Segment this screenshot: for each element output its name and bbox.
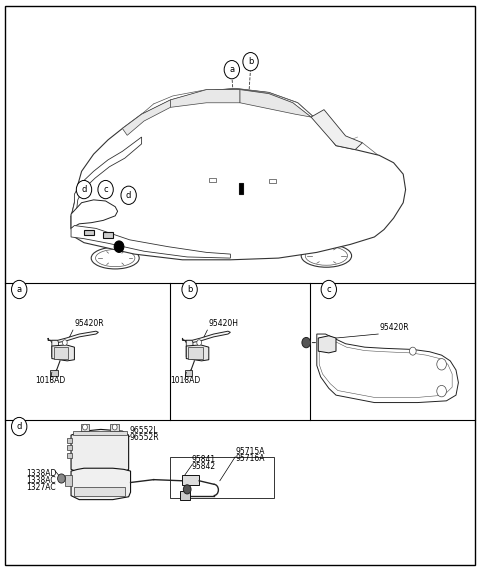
FancyBboxPatch shape <box>188 347 203 359</box>
Text: 1327AC: 1327AC <box>26 483 56 492</box>
FancyBboxPatch shape <box>269 179 276 183</box>
Circle shape <box>98 180 113 199</box>
Text: 95716A: 95716A <box>235 453 264 463</box>
Text: b: b <box>248 57 253 66</box>
Polygon shape <box>317 334 458 403</box>
Polygon shape <box>71 137 142 217</box>
FancyBboxPatch shape <box>67 445 72 450</box>
Polygon shape <box>71 89 406 260</box>
FancyBboxPatch shape <box>84 230 94 235</box>
Polygon shape <box>71 226 230 258</box>
Circle shape <box>224 61 240 79</box>
Polygon shape <box>122 100 170 135</box>
Polygon shape <box>71 200 118 228</box>
Text: c: c <box>326 285 331 294</box>
Circle shape <box>12 417 27 436</box>
FancyBboxPatch shape <box>65 475 72 486</box>
FancyBboxPatch shape <box>5 6 475 565</box>
FancyBboxPatch shape <box>185 370 192 376</box>
FancyBboxPatch shape <box>103 232 113 238</box>
Text: 95420R: 95420R <box>379 323 409 332</box>
Circle shape <box>62 340 67 345</box>
Circle shape <box>183 485 191 494</box>
Polygon shape <box>318 336 336 353</box>
Text: 95715A: 95715A <box>235 447 264 456</box>
Polygon shape <box>71 429 129 474</box>
FancyBboxPatch shape <box>110 424 119 431</box>
Circle shape <box>58 474 65 483</box>
Circle shape <box>197 340 202 345</box>
Text: 95842: 95842 <box>192 461 216 471</box>
Text: 95420R: 95420R <box>74 319 104 328</box>
Text: 95841: 95841 <box>192 455 216 464</box>
Circle shape <box>437 385 446 397</box>
Text: 95420H: 95420H <box>209 319 239 328</box>
FancyBboxPatch shape <box>50 370 58 376</box>
Text: a: a <box>229 65 234 74</box>
Polygon shape <box>52 340 59 357</box>
Circle shape <box>121 186 136 204</box>
Text: 1018AD: 1018AD <box>35 376 65 385</box>
Text: c: c <box>103 185 108 194</box>
FancyBboxPatch shape <box>73 431 127 435</box>
Circle shape <box>302 337 311 348</box>
Polygon shape <box>240 90 311 117</box>
FancyBboxPatch shape <box>239 183 243 194</box>
Text: a: a <box>17 285 22 294</box>
Polygon shape <box>71 468 131 500</box>
Circle shape <box>114 241 124 252</box>
Text: d: d <box>126 191 132 200</box>
FancyBboxPatch shape <box>180 491 190 500</box>
Polygon shape <box>170 90 240 107</box>
FancyBboxPatch shape <box>209 178 216 182</box>
Text: d: d <box>16 422 22 431</box>
Polygon shape <box>186 345 209 361</box>
Polygon shape <box>52 345 74 361</box>
Circle shape <box>112 424 117 430</box>
FancyBboxPatch shape <box>81 424 89 431</box>
FancyBboxPatch shape <box>170 457 274 498</box>
Text: 1018AD: 1018AD <box>170 376 201 385</box>
FancyBboxPatch shape <box>54 347 68 359</box>
FancyBboxPatch shape <box>67 438 72 443</box>
Circle shape <box>243 53 258 71</box>
FancyBboxPatch shape <box>182 475 199 485</box>
Polygon shape <box>48 331 98 343</box>
Polygon shape <box>182 331 230 343</box>
Circle shape <box>437 359 446 370</box>
Text: b: b <box>187 285 192 294</box>
Polygon shape <box>142 89 317 120</box>
Circle shape <box>409 347 416 355</box>
FancyBboxPatch shape <box>74 487 125 496</box>
Text: d: d <box>81 185 87 194</box>
FancyBboxPatch shape <box>67 453 72 458</box>
Text: 96552L: 96552L <box>130 426 158 435</box>
Text: 1338AD: 1338AD <box>26 469 57 478</box>
Circle shape <box>76 180 92 199</box>
Polygon shape <box>186 340 193 357</box>
Circle shape <box>321 280 336 299</box>
Text: 96552R: 96552R <box>130 433 159 442</box>
Circle shape <box>83 424 87 430</box>
Circle shape <box>182 280 197 299</box>
Circle shape <box>12 280 27 299</box>
Polygon shape <box>311 110 362 150</box>
Text: 1338AC: 1338AC <box>26 476 56 485</box>
